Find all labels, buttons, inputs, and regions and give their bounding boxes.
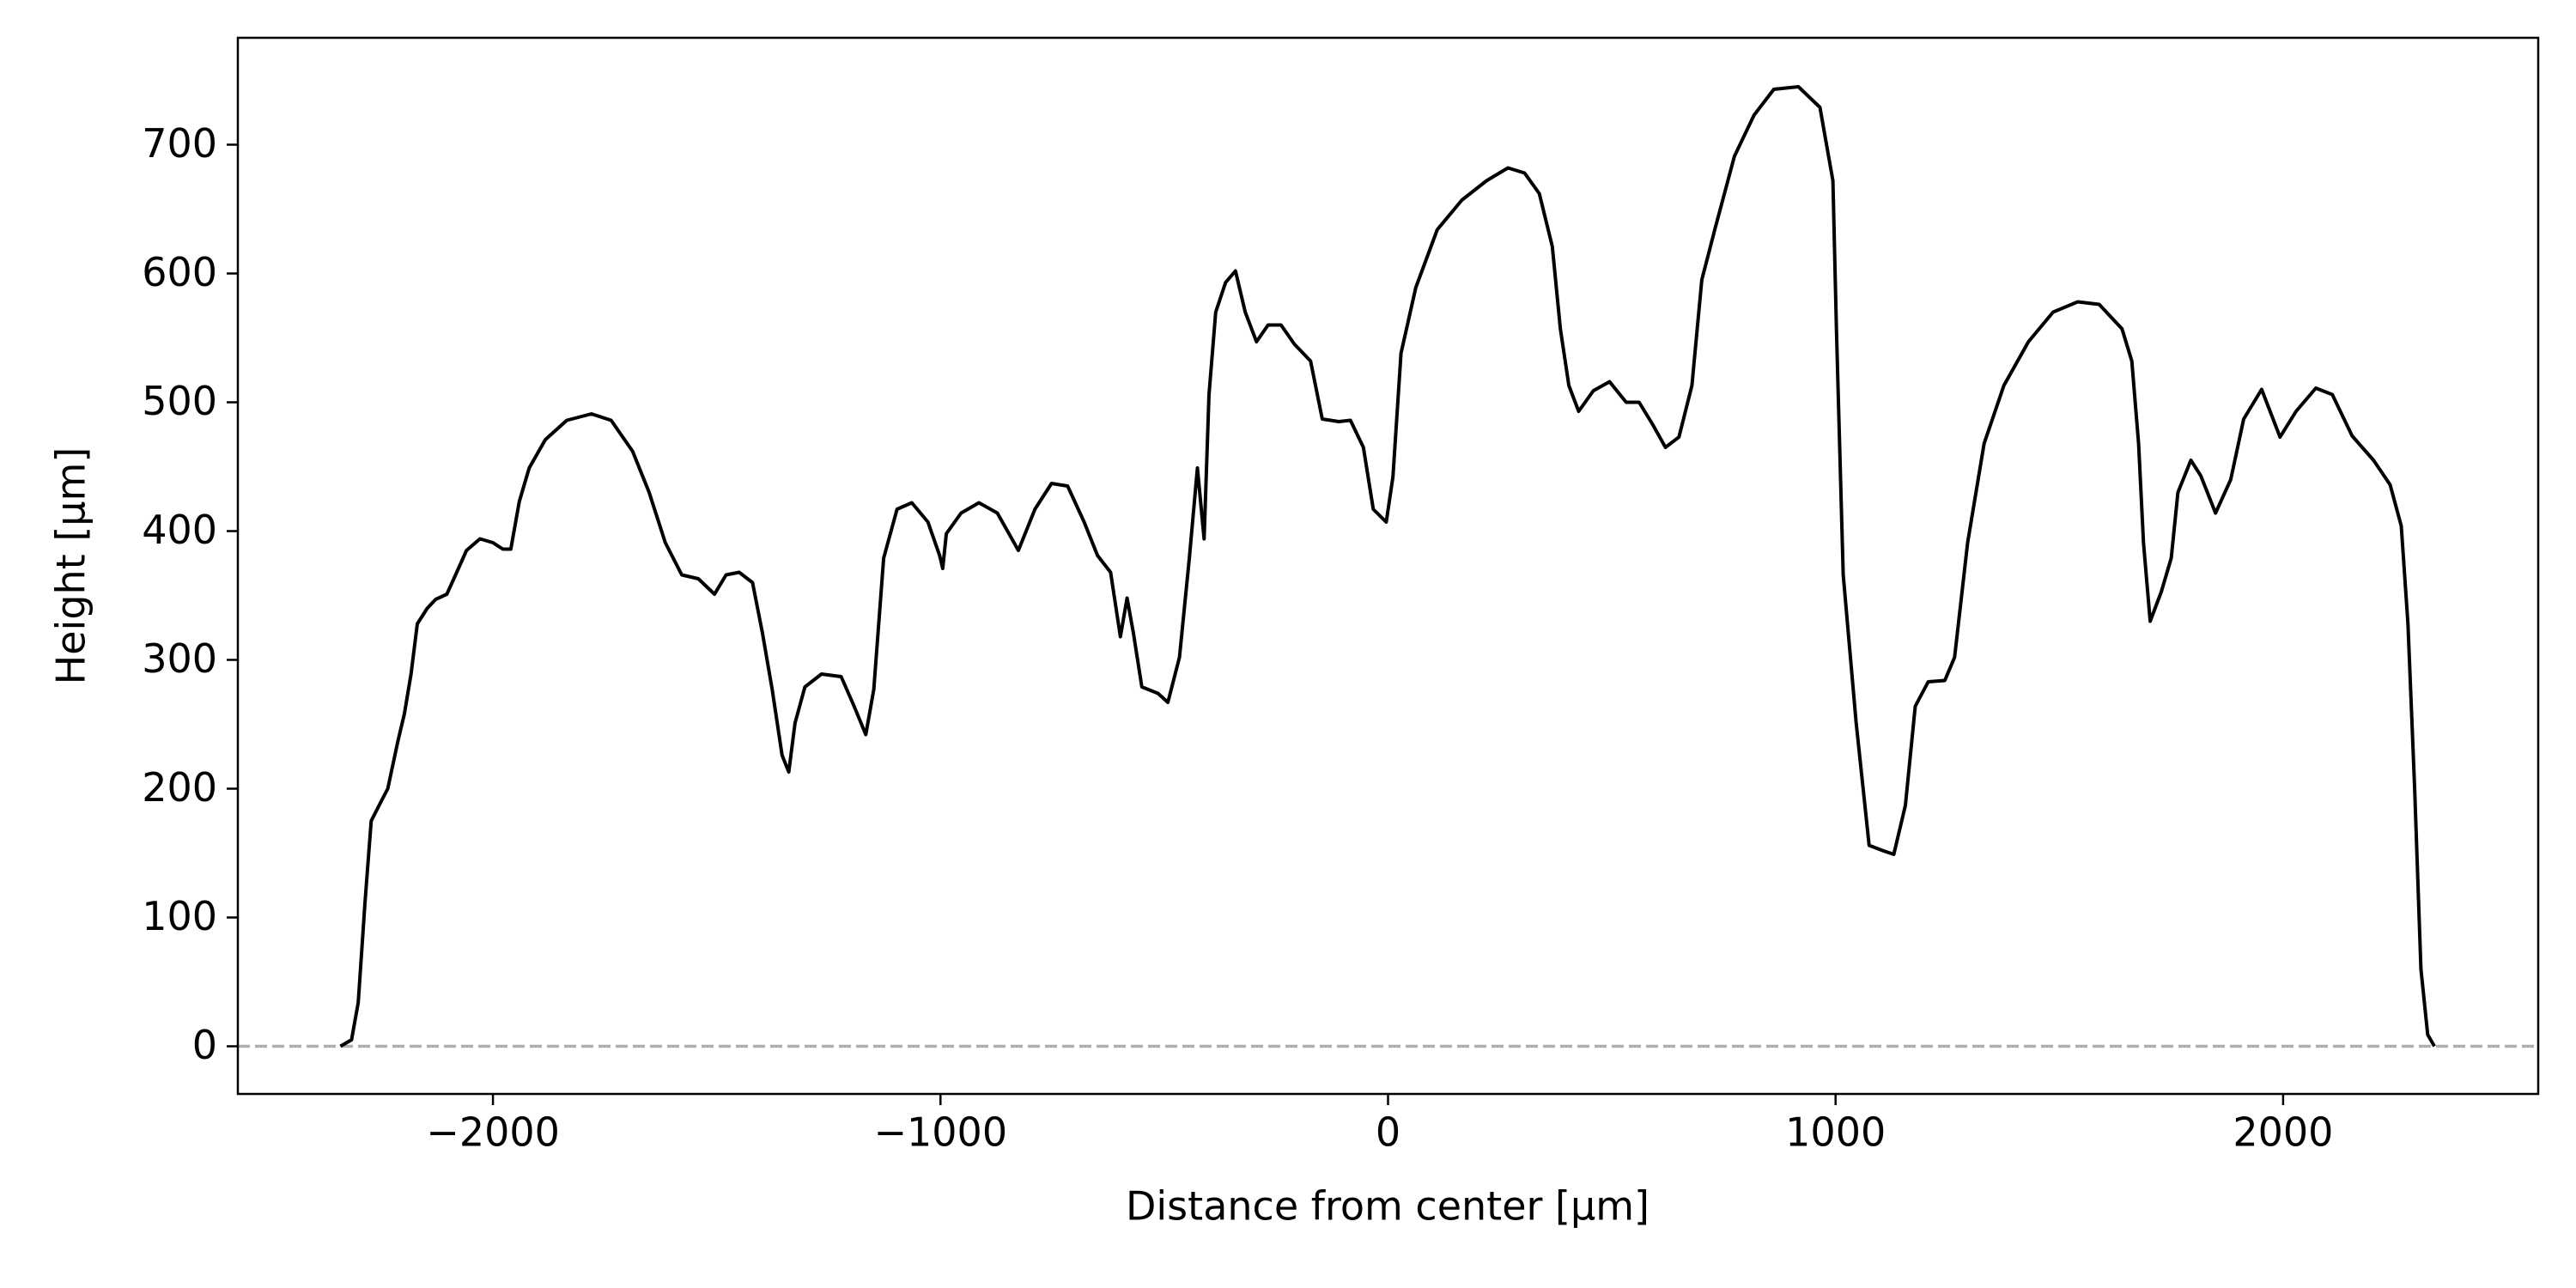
y-tick-label: 500 xyxy=(142,378,217,424)
y-tick-label: 300 xyxy=(142,635,217,682)
y-tick-label: 600 xyxy=(142,249,217,295)
x-tick-label: 2000 xyxy=(2233,1109,2333,1156)
y-tick-label: 700 xyxy=(142,120,217,167)
y-tick-label: 200 xyxy=(142,764,217,811)
x-axis-label: Distance from center [μm] xyxy=(1126,1183,1649,1230)
x-tick-label: 0 xyxy=(1376,1109,1400,1156)
y-tick-label: 400 xyxy=(142,507,217,553)
plot-frame xyxy=(236,36,2540,1096)
y-axis-label: Height [μm] xyxy=(48,447,94,685)
x-tick-label: 1000 xyxy=(1785,1109,1886,1156)
x-tick-label: −2000 xyxy=(426,1109,560,1156)
y-tick-label: 0 xyxy=(192,1022,217,1068)
x-tick-label: −1000 xyxy=(873,1109,1007,1156)
y-tick-label: 100 xyxy=(142,893,217,939)
data-line xyxy=(339,85,2436,1048)
